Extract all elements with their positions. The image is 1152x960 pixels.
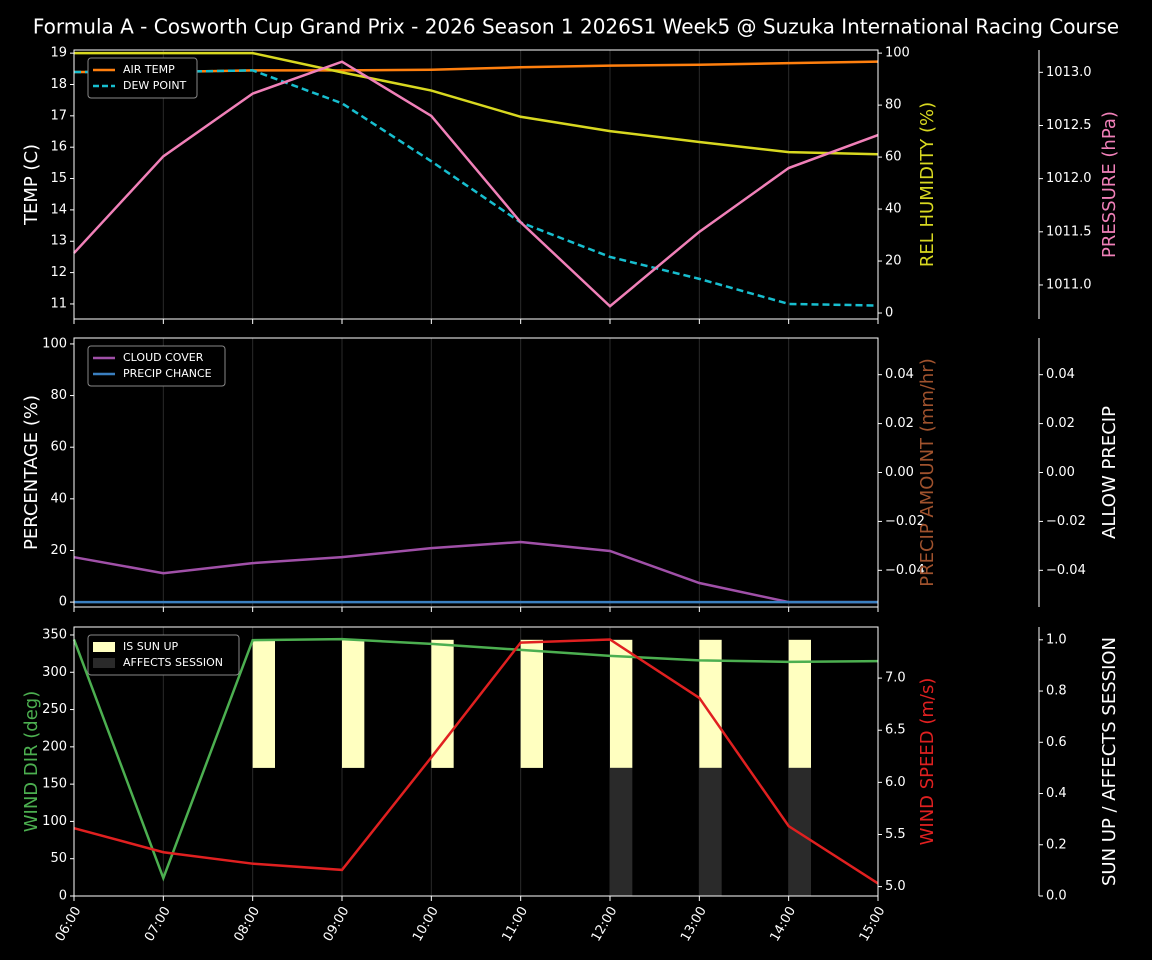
legend-box	[87, 57, 198, 99]
y-tick-label: 100	[42, 336, 67, 351]
legend-label: DEW POINT	[123, 79, 187, 92]
y-tick-label: 1011.0	[1046, 277, 1092, 292]
legend-label: AIR TEMP	[123, 63, 175, 76]
bar	[342, 639, 365, 768]
axis-label: ALLOW PRECIP	[1099, 406, 1120, 539]
y-tick-label: 20	[50, 543, 67, 558]
y-tick-label: 20	[885, 254, 902, 269]
y-tick-label: 0	[59, 595, 67, 610]
y-tick-label: 1.0	[1046, 632, 1067, 647]
y-tick-label: 60	[50, 440, 67, 455]
legend-label: CLOUD COVER	[123, 351, 204, 364]
y-tick-label: 12	[50, 265, 67, 280]
line	[73, 540, 878, 604]
y-tick-label: 250	[42, 702, 67, 717]
y-tick-label: 150	[42, 777, 67, 792]
y-tick-label: 0.04	[885, 367, 914, 382]
legend-swatch	[93, 658, 115, 668]
y-tick-label: 1012.5	[1046, 118, 1092, 133]
bar	[252, 639, 275, 768]
legend-label: PRECIP CHANCE	[123, 367, 212, 380]
plot-frame	[73, 49, 879, 320]
y-tick-label: −0.04	[1046, 563, 1086, 578]
axis-label: PERCENTAGE (%)	[21, 395, 42, 550]
y-tick-label: 60	[885, 150, 902, 165]
y-tick-label: 0.00	[885, 465, 914, 480]
y-tick-label: −0.04	[885, 563, 925, 578]
y-tick-label: 50	[50, 851, 67, 866]
y-tick-label: 19	[50, 46, 67, 61]
y-tick-label: 80	[50, 388, 67, 403]
y-tick-label: 11	[50, 296, 67, 311]
line	[74, 51, 879, 156]
y-tick-label: 0.0	[1046, 889, 1067, 904]
plot-frame	[73, 626, 879, 897]
y-tick-label: 40	[885, 202, 902, 217]
y-tick-label: 350	[42, 627, 67, 642]
legend-swatch	[93, 642, 115, 652]
y-tick-label: 6.5	[885, 723, 906, 738]
legend-label: IS SUN UP	[123, 640, 179, 653]
y-tick-label: 5.5	[885, 827, 906, 842]
y-tick-label: 7.0	[885, 671, 906, 686]
bar	[610, 639, 633, 768]
y-tick-label: 0.02	[1046, 416, 1075, 431]
line	[74, 69, 879, 307]
bar	[788, 639, 811, 768]
bar	[520, 639, 543, 768]
line	[72, 637, 879, 882]
axis-label: PRECIP AMOUNT (mm/hr)	[917, 358, 938, 587]
y-tick-label: 0.02	[885, 416, 914, 431]
bar	[699, 639, 722, 768]
legend-box	[87, 634, 240, 676]
y-tick-label: 0.04	[1046, 367, 1075, 382]
y-tick-label: 15	[50, 171, 67, 186]
axis-label: SUN UP / AFFECTS SESSION	[1099, 637, 1120, 886]
y-tick-label: 100	[42, 814, 67, 829]
y-tick-label: 0.4	[1046, 786, 1067, 801]
y-tick-label: 5.0	[885, 879, 906, 894]
y-tick-label: 17	[50, 108, 67, 123]
axis-label: WIND SPEED (m/s)	[917, 678, 938, 846]
line	[73, 638, 879, 885]
y-tick-label: 300	[42, 665, 67, 680]
y-tick-label: 100	[885, 46, 910, 61]
chart-title: Formula A - Cosworth Cup Grand Prix - 20…	[33, 15, 1119, 39]
axis-label: TEMP (C)	[21, 144, 42, 226]
y-tick-label: 0	[885, 306, 893, 321]
axis-label: REL HUMIDITY (%)	[917, 102, 938, 267]
axis-label: PRESSURE (hPa)	[1099, 111, 1120, 258]
y-tick-label: 0.8	[1046, 684, 1067, 699]
bar	[610, 767, 633, 896]
line	[73, 60, 879, 308]
y-tick-label: 1011.5	[1046, 224, 1092, 239]
plot-frame	[73, 337, 879, 608]
y-tick-label: 80	[885, 98, 902, 113]
y-tick-label: 40	[50, 491, 67, 506]
axis-label: WIND DIR (deg)	[21, 691, 42, 833]
y-tick-label: 1013.0	[1046, 65, 1092, 80]
bar	[431, 639, 454, 768]
y-tick-label: 18	[50, 77, 67, 92]
y-tick-label: 200	[42, 739, 67, 754]
y-tick-label: 0	[59, 889, 67, 904]
y-tick-label: 0.2	[1046, 837, 1067, 852]
legend-box	[87, 345, 226, 387]
y-tick-label: 1012.0	[1046, 171, 1092, 186]
y-tick-label: −0.02	[885, 514, 925, 529]
legend-label: AFFECTS SESSION	[123, 656, 223, 669]
bar	[699, 767, 722, 896]
y-tick-label: 6.0	[885, 775, 906, 790]
y-tick-label: −0.02	[1046, 514, 1086, 529]
y-tick-label: 13	[50, 234, 67, 249]
y-tick-label: 14	[50, 202, 67, 217]
y-tick-label: 0.00	[1046, 465, 1075, 480]
y-tick-label: 16	[50, 140, 67, 155]
y-tick-label: 0.6	[1046, 735, 1067, 750]
